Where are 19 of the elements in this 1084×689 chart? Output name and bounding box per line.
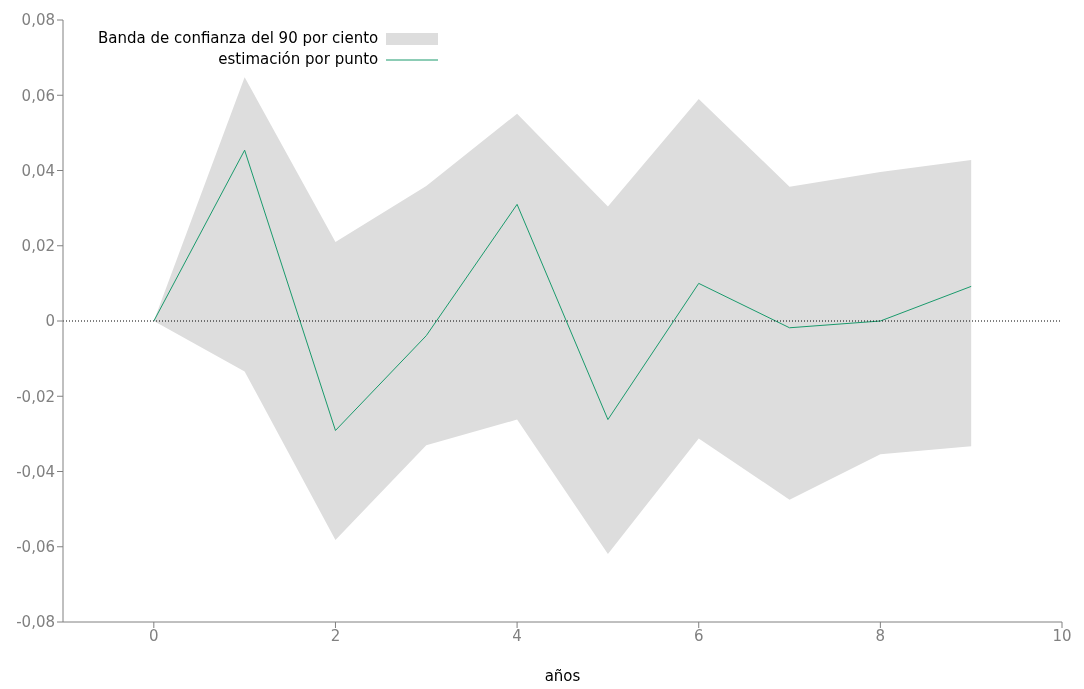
x-tick-label: 2 — [330, 626, 341, 645]
x-tick-label: 0 — [149, 626, 159, 645]
x-tick-label: 4 — [512, 626, 522, 645]
x-tick-label: 8 — [875, 626, 886, 645]
y-tick-label: -0,02 — [16, 387, 55, 406]
x-tick-label: 6 — [693, 626, 704, 645]
y-tick-label: 0 — [45, 312, 55, 331]
x-tick-label: 10 — [1052, 626, 1072, 645]
line-series — [153, 149, 972, 431]
y-tick-label: -0,06 — [16, 538, 55, 557]
y-tick-label: 0,08 — [21, 11, 55, 30]
x-axis-title: años — [544, 667, 581, 685]
y-tick-label: 0,02 — [21, 237, 55, 256]
y-tick-label: -0,04 — [16, 462, 55, 481]
y-tick-label: 0,04 — [21, 161, 55, 180]
legend-label: estimación por punto — [218, 49, 379, 70]
y-tick-label: 0,06 — [21, 86, 55, 105]
y-tick-label: -0,08 — [16, 613, 55, 632]
legend-label: Banda de confianza del 90 por ciento — [98, 28, 379, 49]
